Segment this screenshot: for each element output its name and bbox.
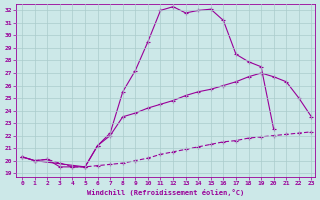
X-axis label: Windchill (Refroidissement éolien,°C): Windchill (Refroidissement éolien,°C) <box>87 189 244 196</box>
